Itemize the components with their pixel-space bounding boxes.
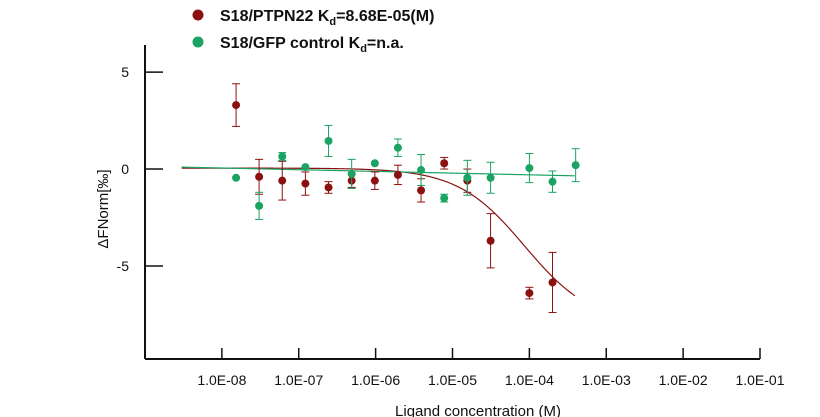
- data-point: [255, 172, 264, 181]
- data-point: [393, 143, 402, 152]
- data-series: [232, 83, 580, 313]
- legend-marker: [192, 36, 204, 48]
- data-point: [571, 161, 580, 170]
- legend: S18/PTPN22 Kd=8.68E-05(M) S18/GFP control…: [192, 8, 434, 55]
- data-point: [486, 236, 495, 245]
- y-tick-label: 5: [121, 64, 129, 80]
- data-point: [417, 166, 426, 175]
- x-axis-title: Ligand concentration (M): [395, 403, 561, 417]
- series-ptpn22: [232, 83, 557, 313]
- axes: 1.0E-08 1.0E-07 1.0E-06 1.0E-05 1.0E-04 1.0E-…: [117, 45, 785, 388]
- data-point: [232, 173, 241, 182]
- x-tick-label: 1.0E-01: [735, 372, 784, 388]
- y-tick-label: -5: [117, 258, 130, 274]
- legend-marker: [192, 9, 204, 21]
- data-point: [440, 194, 449, 203]
- y-axis-title: ΔFNorm[‰]: [95, 169, 112, 248]
- data-point: [278, 176, 287, 185]
- data-point: [301, 163, 310, 172]
- x-tick-label: 1.0E-06: [351, 372, 400, 388]
- data-point: [525, 164, 534, 173]
- legend-entry: S18/GFP control Kd=n.a.: [220, 35, 404, 55]
- x-tick-label: 1.0E-02: [659, 372, 708, 388]
- data-point: [324, 183, 333, 192]
- legend-entry: S18/PTPN22 Kd=8.68E-05(M): [220, 8, 434, 28]
- data-point: [370, 159, 379, 168]
- fit-curve-ptpn22: [181, 167, 576, 297]
- data-point: [548, 278, 557, 287]
- data-point: [417, 186, 426, 195]
- data-point: [232, 101, 241, 110]
- x-tick-label: 1.0E-04: [505, 372, 554, 388]
- x-tick-label: 1.0E-08: [197, 372, 246, 388]
- x-tick-label: 1.0E-03: [582, 372, 631, 388]
- data-point: [347, 169, 356, 178]
- data-point: [324, 136, 333, 145]
- data-point: [301, 179, 310, 188]
- data-point: [370, 176, 379, 185]
- y-tick-label: 0: [121, 161, 129, 177]
- data-point: [525, 289, 534, 298]
- data-point: [278, 152, 287, 161]
- fit-curves: [181, 166, 576, 297]
- data-point: [393, 170, 402, 179]
- series-gfp-control: [232, 124, 580, 220]
- x-tick-label: 1.0E-07: [274, 372, 323, 388]
- data-point: [486, 173, 495, 182]
- data-point: [463, 173, 472, 182]
- data-point: [548, 177, 557, 186]
- data-point: [255, 201, 264, 210]
- x-tick-label: 1.0E-05: [428, 372, 477, 388]
- data-point: [440, 159, 449, 168]
